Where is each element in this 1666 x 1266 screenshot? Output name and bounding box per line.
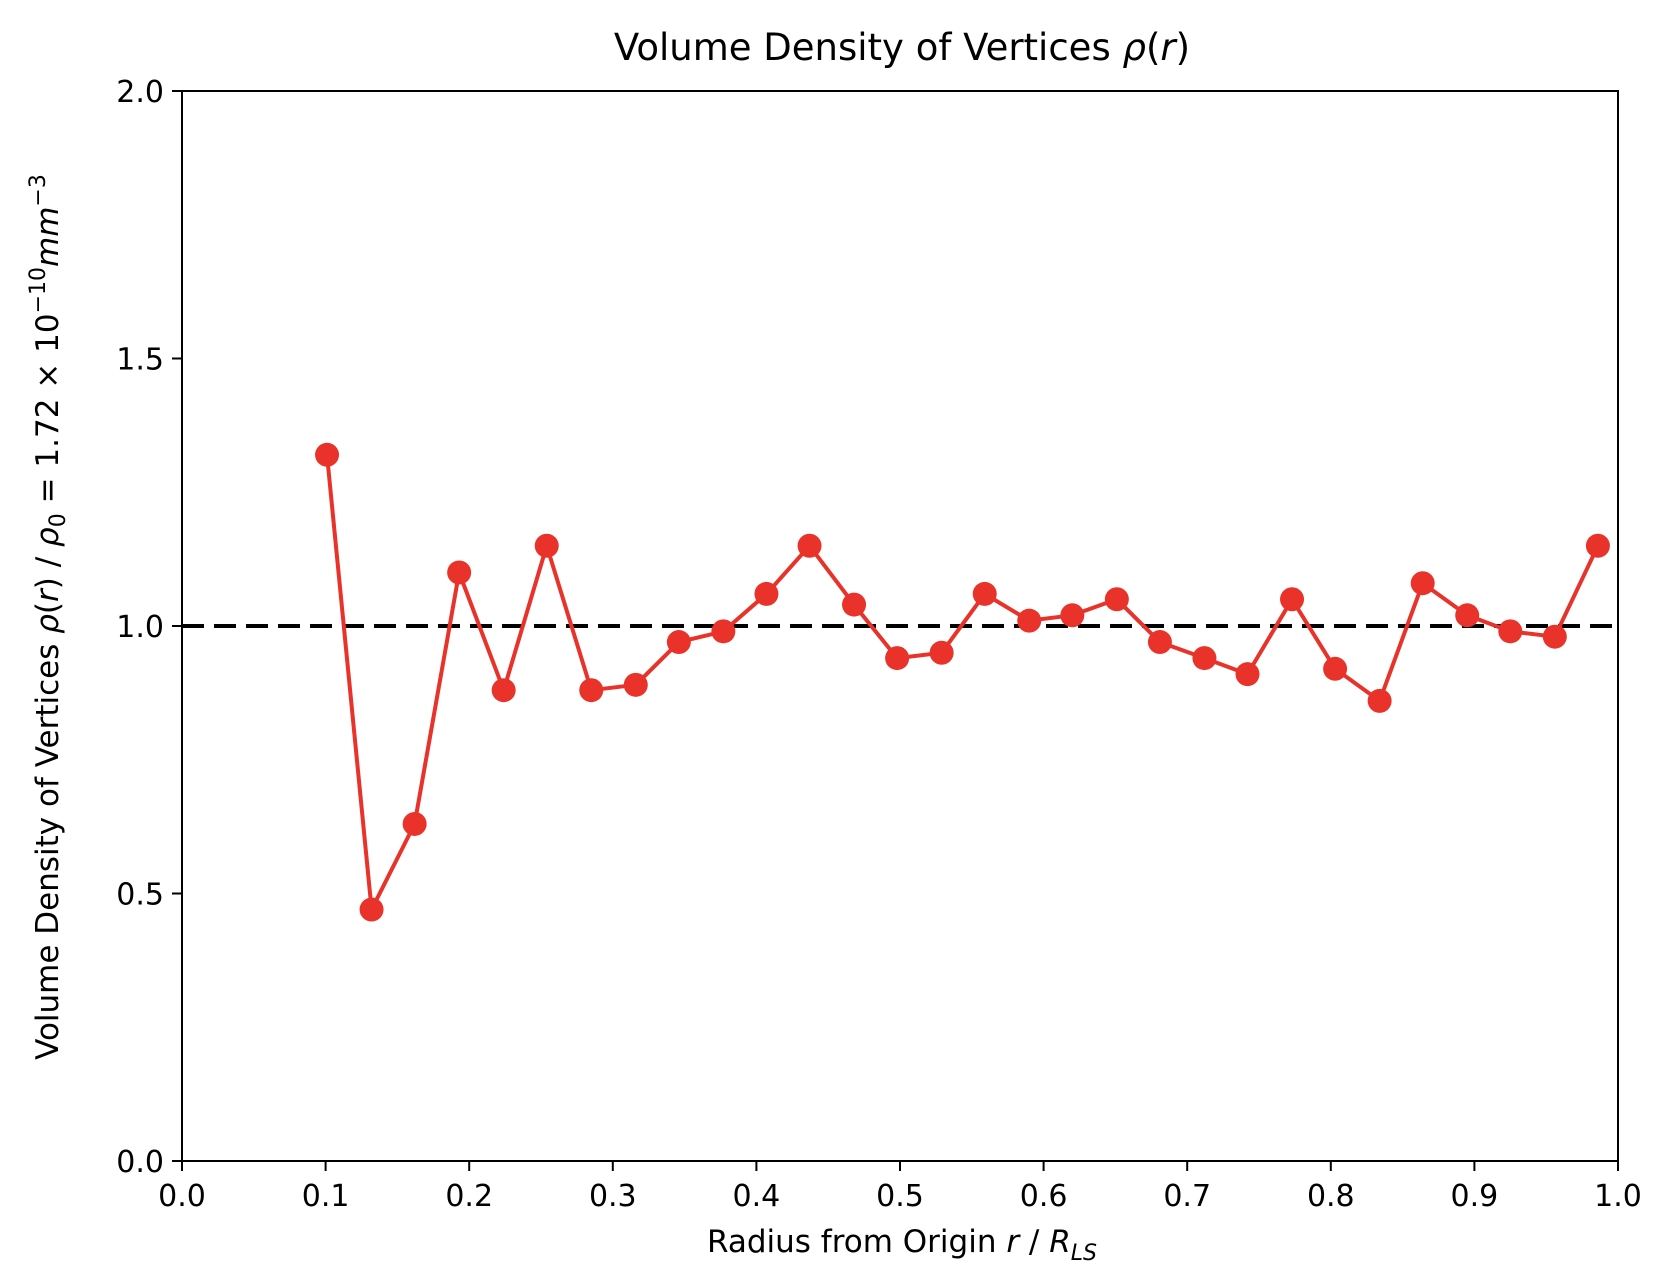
data-point <box>534 533 559 558</box>
data-point <box>447 560 472 585</box>
data-point <box>1323 656 1348 681</box>
data-point <box>1585 533 1610 558</box>
chart-title-paren-close: ) <box>1176 26 1190 69</box>
data-point <box>1235 662 1260 687</box>
data-point <box>1455 603 1480 628</box>
x-tick-label: 1.0 <box>1594 1179 1642 1214</box>
plot-area: 0.0 0.1 0.2 0.3 0.4 0.5 0.6 0.7 0.8 0.9 1.0 0.0 0.5 1… <box>116 75 1642 1214</box>
chart-title-prefix: Volume Density of Vertices <box>614 26 1123 69</box>
y-label-main: Volume Density of Vertices <box>30 634 66 1060</box>
data-point <box>972 581 997 606</box>
data-point <box>1542 624 1567 649</box>
y-tick-label: 2.0 <box>116 75 164 110</box>
y-label-r: r <box>30 587 66 602</box>
x-axis-label: Radius from Origin r / RLS <box>707 1224 1097 1266</box>
data-point <box>1498 619 1523 644</box>
data-point <box>1410 571 1435 596</box>
data-point <box>623 672 648 697</box>
x-tick-label: 0.9 <box>1451 1179 1499 1214</box>
data-point <box>754 581 779 606</box>
y-label-sub-0: 0 <box>46 513 71 527</box>
x-label-sub-LS: LS <box>1071 1241 1097 1266</box>
data-point <box>1104 587 1129 612</box>
x-label-R: R <box>1049 1224 1071 1260</box>
x-tick-label: 0.2 <box>445 1179 493 1214</box>
chart-title-rho: ρ <box>1122 26 1146 69</box>
data-point <box>1017 608 1042 633</box>
x-tick-label: 0.4 <box>733 1179 781 1214</box>
y-tick-label: 1.0 <box>116 610 164 645</box>
x-label-r: r <box>1006 1224 1021 1260</box>
y-label-rho: ρ <box>30 614 66 634</box>
x-tick-label: 0.5 <box>876 1179 924 1214</box>
data-point <box>797 533 822 558</box>
x-label-sep: / <box>1019 1224 1049 1260</box>
data-point <box>359 897 384 922</box>
y-label-mm: mm <box>30 207 66 267</box>
data-point <box>491 678 516 703</box>
plot-frame <box>181 90 1619 1162</box>
y-tick-label: 0.0 <box>116 1145 164 1180</box>
data-point <box>1367 688 1392 713</box>
x-tick-label: 0.8 <box>1307 1179 1355 1214</box>
data-point <box>315 442 340 467</box>
data-point <box>1060 603 1085 628</box>
series-line <box>325 454 1600 912</box>
data-point <box>1147 630 1172 655</box>
data-point <box>929 640 954 665</box>
x-label-main: Radius from Origin <box>707 1224 1006 1260</box>
x-tick-label: 0.7 <box>1163 1179 1211 1214</box>
chart-title-r: r <box>1160 26 1178 69</box>
y-label-eq: = 1.72 × 10 <box>30 313 66 513</box>
data-point <box>711 619 736 644</box>
y-axis-label: Volume Density of Vertices ρ(r) / ρ0 = 1… <box>26 174 71 1060</box>
data-point <box>885 646 910 671</box>
x-tick-label: 0.6 <box>1020 1179 1068 1214</box>
y-label-sup-3: −3 <box>26 174 51 206</box>
y-label-rho0: ρ <box>30 527 66 547</box>
y-label-paren-close: ) / <box>30 547 66 589</box>
y-label-paren-open: ( <box>30 602 66 614</box>
y-tick-label: 0.5 <box>116 878 164 913</box>
y-tick-label: 1.5 <box>116 343 164 378</box>
data-point <box>1192 646 1217 671</box>
chart-title-paren-open: ( <box>1146 26 1160 69</box>
data-point <box>1280 587 1305 612</box>
data-point <box>666 630 691 655</box>
x-tick-label: 0.3 <box>589 1179 637 1214</box>
y-label-sup-10: −10 <box>26 267 51 313</box>
x-tick-label: 0.1 <box>302 1179 350 1214</box>
data-point <box>402 811 427 836</box>
data-point <box>579 678 604 703</box>
x-tick-label: 0.0 <box>158 1179 206 1214</box>
chart-title: Volume Density of Vertices ρ(r) <box>614 26 1190 69</box>
data-point <box>842 592 867 617</box>
